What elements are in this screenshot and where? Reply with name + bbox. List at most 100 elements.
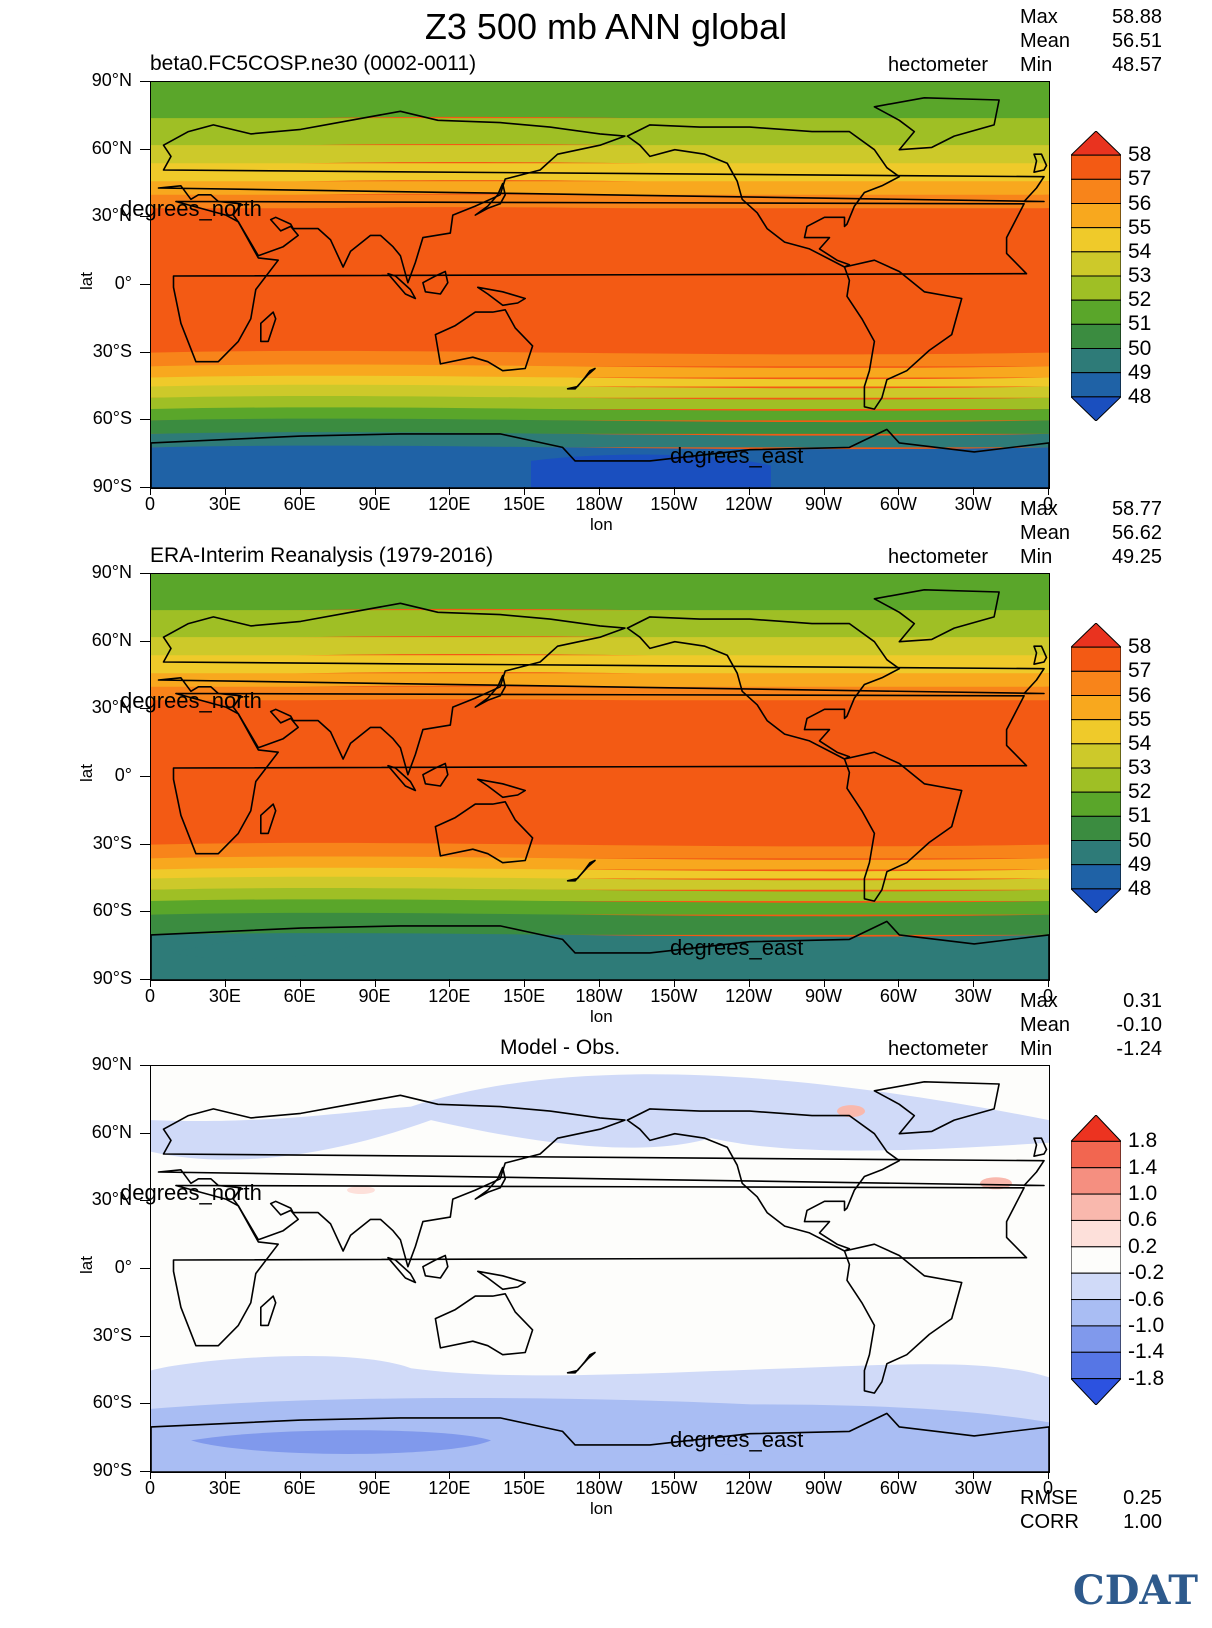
lon-tick-mark <box>823 1471 825 1479</box>
stat-max-label: Max <box>1020 6 1058 28</box>
stat-mean-value: 56.51 <box>1111 30 1162 52</box>
lat-tick-mark <box>140 81 150 82</box>
lat-tick-mark <box>140 776 150 777</box>
lon-tick-mark <box>673 1471 675 1479</box>
lat-tick: 0° <box>114 765 132 785</box>
colorbar-label: -0.6 <box>1128 1287 1165 1311</box>
lat-tick-mark <box>140 708 150 710</box>
colorbar-label: 53 <box>1128 264 1152 287</box>
colorbar-label: -0.2 <box>1128 1261 1165 1285</box>
stat-max-value: 58.88 <box>1111 6 1162 28</box>
units-label: hectometer <box>888 54 989 76</box>
lat-tick-mark <box>140 351 150 353</box>
lon-tick-mark <box>449 979 451 987</box>
coastline <box>474 1166 506 1200</box>
colorbar-label: -1.8 <box>1128 1366 1165 1390</box>
colorbar-segment <box>1070 203 1122 229</box>
coastline <box>157 602 1045 776</box>
coastline <box>477 286 526 307</box>
band-antarctic-low <box>171 937 351 960</box>
lon-tick: 150W <box>650 1478 698 1498</box>
coastline <box>626 124 901 268</box>
lon-tick-mark <box>599 1471 600 1479</box>
colorbar-segment <box>1070 1246 1122 1274</box>
lon-tick-mark <box>374 979 376 987</box>
lat-tick-mark <box>140 1335 150 1337</box>
lon-tick-mark <box>673 487 675 495</box>
lon-tick-mark <box>524 487 526 495</box>
lat-tick: 90°S <box>92 476 132 496</box>
stat-max-value: 0.31 <box>1123 990 1162 1012</box>
band-south <box>151 888 1049 902</box>
colorbar-segment <box>1070 1219 1122 1248</box>
lat-tick: 30°S <box>92 1324 132 1345</box>
coastline <box>260 803 277 835</box>
band-south <box>151 856 1049 870</box>
band-north <box>151 655 1049 678</box>
lon-tick: 60W <box>879 986 917 1006</box>
lon-units-label: degrees_east <box>670 935 804 960</box>
coastline <box>474 182 506 216</box>
colorbar-label: 48 <box>1128 384 1152 408</box>
y-axis-label: lat <box>76 272 96 290</box>
lon-tick: 60E <box>283 494 316 514</box>
colorbar-triangle-top <box>1069 622 1123 648</box>
colorbar-label: 55 <box>1128 707 1152 731</box>
colorbar-segment <box>1070 1325 1122 1353</box>
map-diff <box>150 1065 1050 1473</box>
lon-tick-mark <box>898 1471 900 1479</box>
colorbar-segment <box>1070 348 1122 374</box>
colorbar-segment <box>1070 323 1122 349</box>
diff-positive-spot <box>837 1105 865 1118</box>
lat-tick-mark <box>140 216 150 218</box>
colorbar-label: 1.8 <box>1128 1129 1158 1153</box>
lon-tick-mark <box>823 979 825 987</box>
lon-tick-mark <box>823 487 825 495</box>
colorbar-segment <box>1070 719 1122 745</box>
lon-tick-mark <box>224 487 226 495</box>
stat-min-label: Min <box>1020 546 1053 568</box>
panel-title: ERA-Interim Reanalysis (1979-2016) <box>150 544 494 567</box>
stat-corr-value: 1.00 <box>1123 1511 1162 1533</box>
lat-tick: 90°S <box>92 968 132 988</box>
coastline <box>843 751 963 902</box>
colorbar-triangle-bottom <box>1069 396 1123 422</box>
lat-tick: 60°N <box>91 1121 132 1142</box>
lat-tick: 60°S <box>92 900 132 921</box>
colorbar-triangle-bottom <box>1069 888 1123 914</box>
stat-rmse-label: RMSE <box>1020 1487 1078 1509</box>
coastline <box>387 1256 417 1284</box>
colorbar-segment <box>1070 815 1122 841</box>
coastline <box>387 272 417 300</box>
colorbar-model <box>1069 130 1123 422</box>
colorbar-segment <box>1070 695 1122 721</box>
lon-tick: 120W <box>725 986 773 1006</box>
lat-tick: 90°N <box>91 562 132 582</box>
colorbar-segment <box>1070 646 1122 672</box>
coastline <box>157 1094 1045 1268</box>
coastline <box>566 859 596 882</box>
lat-tick-mark <box>140 419 150 421</box>
lon-tick: 120E <box>428 1478 471 1498</box>
coastline <box>434 1293 534 1356</box>
colorbar-segment <box>1070 743 1122 769</box>
coastline <box>477 1270 526 1291</box>
colorbar-segment <box>1070 372 1122 398</box>
stat-max-label: Max <box>1020 990 1058 1012</box>
colorbar-label: 48 <box>1128 876 1152 900</box>
band-south <box>151 418 1049 434</box>
lon-tick-mark <box>1048 1471 1049 1479</box>
lon-tick-mark <box>898 487 900 495</box>
lon-tick: 150E <box>503 494 546 514</box>
lat-tick-mark <box>140 843 150 845</box>
stat-min-value: -1.24 <box>1116 1038 1162 1060</box>
coastline <box>434 309 534 372</box>
coastline <box>843 259 963 410</box>
stat-min-value: 48.57 <box>1111 54 1162 76</box>
lon-tick-mark <box>374 487 376 495</box>
band-south <box>151 375 1049 387</box>
lat-tick-mark <box>140 1268 150 1269</box>
colorbar-label: 49 <box>1128 360 1152 384</box>
stat-mean-label: Mean <box>1020 30 1071 52</box>
band-south <box>151 364 1049 378</box>
